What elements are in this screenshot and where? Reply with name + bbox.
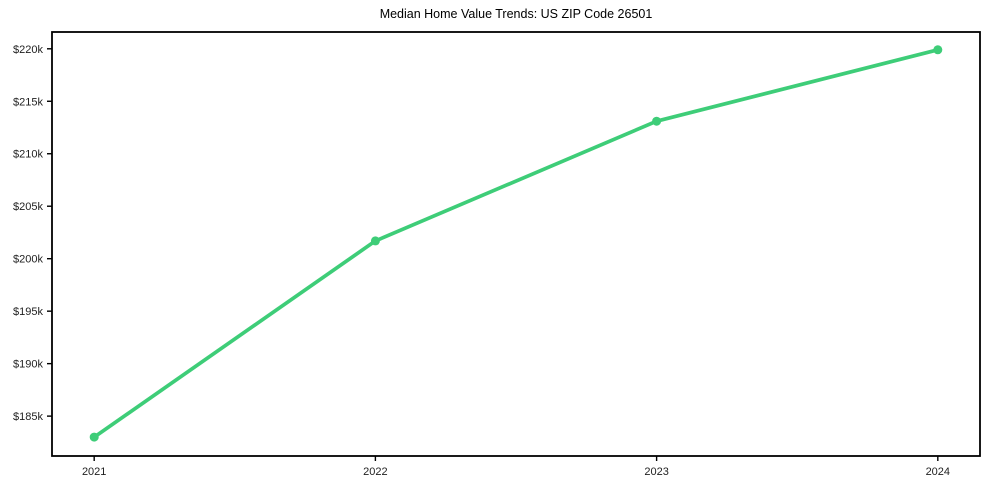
y-axis-tick-label: $205k <box>13 201 43 213</box>
trend-line <box>92 47 940 439</box>
x-axis-tick-label: 2024 <box>926 466 950 478</box>
plot-border <box>51 31 981 457</box>
data-point-marker <box>652 116 662 126</box>
x-axis-tick-label: 2022 <box>363 466 387 478</box>
data-point-marker <box>933 45 943 55</box>
data-point-marker <box>89 432 99 442</box>
y-axis-tick-label: $200k <box>13 254 43 266</box>
x-axis-tick-label: 2021 <box>82 466 106 478</box>
y-axis-tick-label: $215k <box>13 96 43 108</box>
y-axis-tick-label: $210k <box>13 149 43 161</box>
chart-title: Median Home Value Trends: US ZIP Code 26… <box>379 7 653 21</box>
x-axis-tick-label: 2023 <box>644 466 668 478</box>
y-axis-tick-label: $190k <box>13 359 43 371</box>
data-point-marker <box>370 236 380 246</box>
y-axis-tick-label: $185k <box>13 411 43 423</box>
y-axis-tick-label: $220k <box>13 44 43 56</box>
y-axis-tick-label: $195k <box>13 306 43 318</box>
